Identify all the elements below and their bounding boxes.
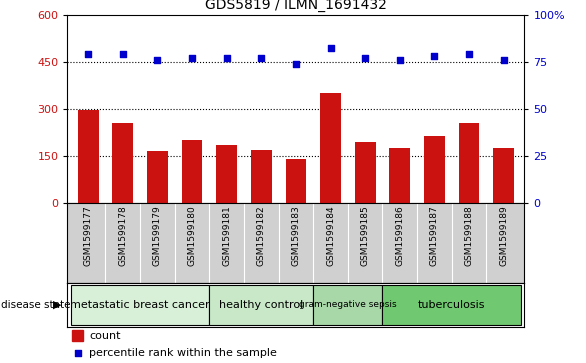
Text: GSM1599181: GSM1599181 [222, 206, 231, 266]
Text: GSM1599188: GSM1599188 [465, 206, 473, 266]
Text: GSM1599184: GSM1599184 [326, 206, 335, 266]
Text: percentile rank within the sample: percentile rank within the sample [89, 348, 277, 358]
Title: GDS5819 / ILMN_1691432: GDS5819 / ILMN_1691432 [205, 0, 387, 12]
Bar [251, 150, 272, 203]
Text: GSM1599177: GSM1599177 [84, 206, 93, 266]
Bar [72, 330, 83, 341]
Bar [390, 148, 410, 203]
Bar [493, 148, 514, 203]
Point [257, 55, 266, 61]
Text: metastatic breast cancer: metastatic breast cancer [70, 300, 210, 310]
Bar [113, 123, 133, 203]
Bar [383, 285, 521, 325]
Text: GSM1599183: GSM1599183 [291, 206, 301, 266]
Point [326, 46, 335, 52]
Text: healthy control: healthy control [219, 300, 304, 310]
Bar [355, 142, 376, 203]
Point [499, 57, 509, 63]
Point [430, 53, 439, 59]
Bar [71, 285, 209, 325]
Text: GSM1599187: GSM1599187 [430, 206, 439, 266]
Point [83, 51, 93, 57]
Text: GSM1599189: GSM1599189 [499, 206, 508, 266]
Text: GSM1599185: GSM1599185 [361, 206, 370, 266]
Bar [320, 93, 341, 203]
Text: GSM1599180: GSM1599180 [188, 206, 196, 266]
Text: disease state: disease state [1, 300, 71, 310]
Point [153, 57, 162, 63]
Point [188, 55, 197, 61]
Point [73, 350, 83, 356]
Bar [314, 285, 383, 325]
Bar [147, 151, 168, 203]
Text: GSM1599186: GSM1599186 [396, 206, 404, 266]
Bar [216, 145, 237, 203]
Bar [182, 140, 202, 203]
Bar [209, 285, 314, 325]
Text: GSM1599182: GSM1599182 [257, 206, 266, 266]
Bar [424, 136, 445, 203]
Text: GSM1599179: GSM1599179 [153, 206, 162, 266]
Text: ▶: ▶ [53, 300, 62, 310]
Text: tuberculosis: tuberculosis [418, 300, 486, 310]
Text: gram-negative sepsis: gram-negative sepsis [299, 301, 397, 309]
Point [464, 51, 473, 57]
Text: GSM1599178: GSM1599178 [118, 206, 127, 266]
Point [222, 55, 231, 61]
Point [395, 57, 404, 63]
Bar [459, 123, 479, 203]
Bar [285, 159, 306, 203]
Text: count: count [89, 331, 121, 341]
Point [291, 61, 301, 66]
Point [360, 55, 370, 61]
Point [118, 51, 128, 57]
Bar [78, 110, 98, 203]
